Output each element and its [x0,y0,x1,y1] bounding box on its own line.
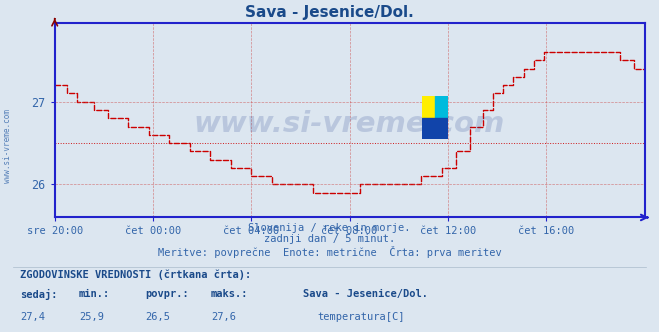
Text: maks.:: maks.: [211,289,248,299]
Bar [435,96,448,118]
Text: zadnji dan / 5 minut.: zadnji dan / 5 minut. [264,234,395,244]
Text: Sava - Jesenice/Dol.: Sava - Jesenice/Dol. [303,289,428,299]
Text: ZGODOVINSKE VREDNOSTI (črtkana črta):: ZGODOVINSKE VREDNOSTI (črtkana črta): [20,270,251,280]
Text: temperatura[C]: temperatura[C] [318,312,405,322]
Text: Meritve: povprečne  Enote: metrične  Črta: prva meritev: Meritve: povprečne Enote: metrične Črta:… [158,246,501,258]
Text: 26,5: 26,5 [145,312,170,322]
Text: sedaj:: sedaj: [20,289,57,300]
Text: Slovenija / reke in morje.: Slovenija / reke in morje. [248,223,411,233]
Text: www.si-vreme.com: www.si-vreme.com [3,109,12,183]
Bar [422,96,435,118]
Text: min.:: min.: [79,289,110,299]
Text: 25,9: 25,9 [79,312,104,322]
Text: Sava - Jesenice/Dol.: Sava - Jesenice/Dol. [245,5,414,20]
Bar [422,118,448,139]
Text: 27,6: 27,6 [211,312,236,322]
Text: www.si-vreme.com: www.si-vreme.com [194,110,505,138]
Text: povpr.:: povpr.: [145,289,188,299]
Text: 27,4: 27,4 [20,312,45,322]
